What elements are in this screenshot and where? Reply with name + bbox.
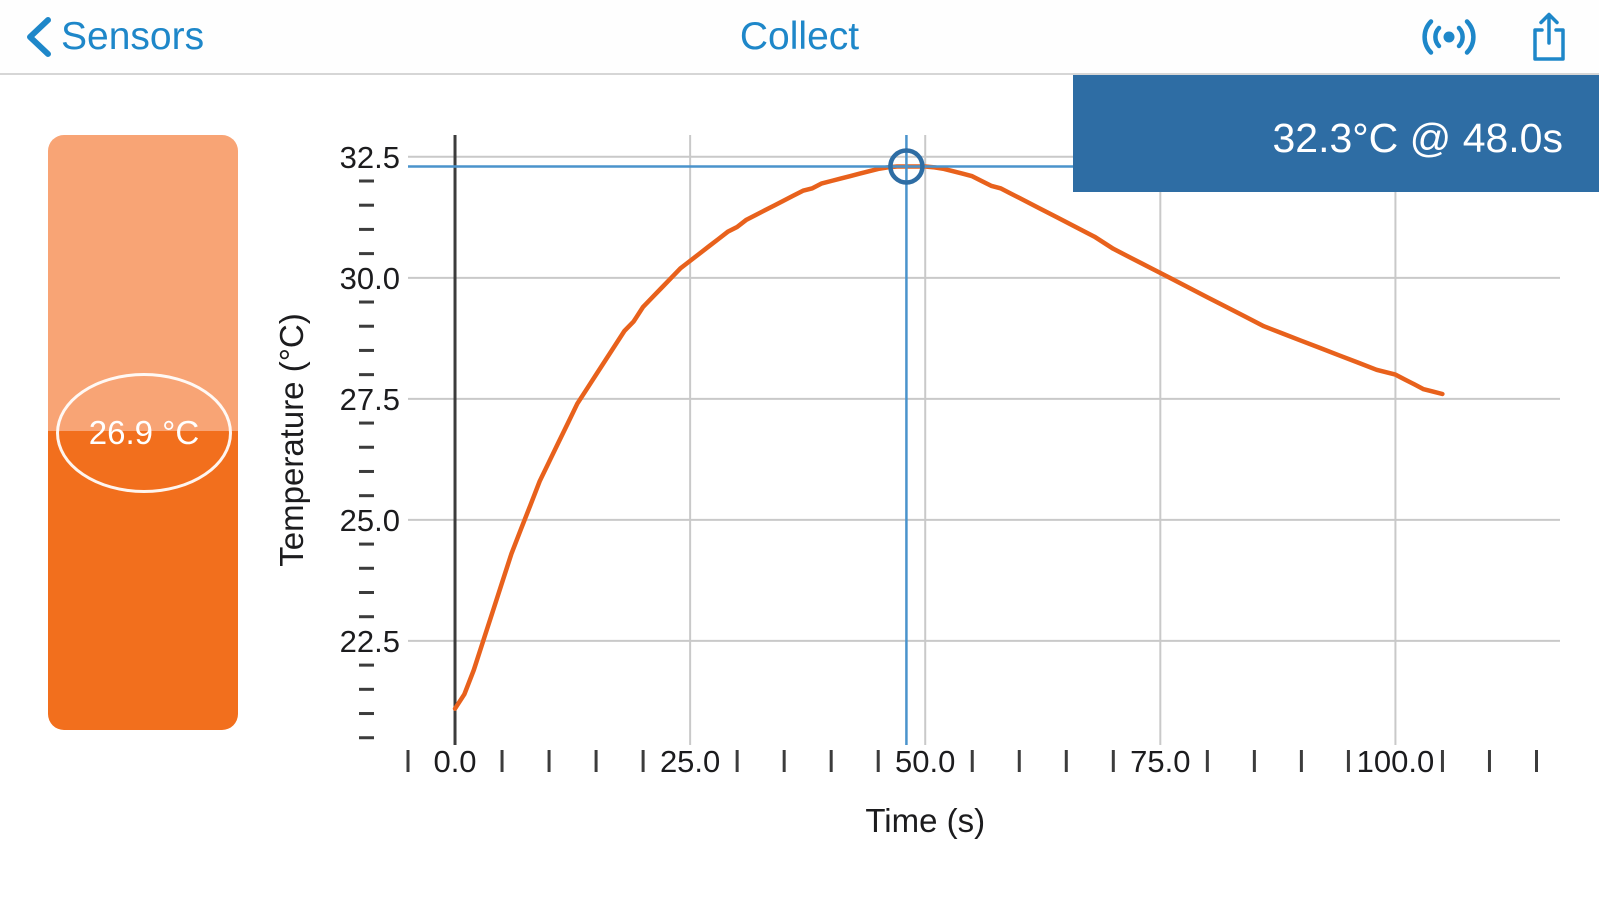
gridlines <box>408 135 1560 745</box>
svg-text:25.0: 25.0 <box>660 744 720 779</box>
cursor-readout: 32.3°C @ 48.0s <box>1073 75 1599 192</box>
page-title: Collect <box>739 14 860 58</box>
back-button[interactable]: Sensors <box>25 0 204 73</box>
svg-text:Time (s): Time (s) <box>865 802 985 839</box>
share-button[interactable] <box>1529 11 1569 63</box>
share-icon <box>1533 12 1565 61</box>
svg-text:30.0: 30.0 <box>340 261 400 296</box>
svg-text:32.5: 32.5 <box>340 140 400 175</box>
svg-text:27.5: 27.5 <box>340 382 400 417</box>
cursor-readout-text: 32.3°C @ 48.0s <box>1272 115 1563 161</box>
nav-actions <box>1419 0 1569 73</box>
temperature-sensor-card[interactable]: 26.9 °C <box>48 135 238 730</box>
series-temperature <box>452 164 1445 711</box>
axis-titles: Time (s) Temperature (°C) <box>273 313 985 839</box>
y-minor-ticks <box>359 179 374 740</box>
back-button-label: Sensors <box>61 14 205 58</box>
wireless-signal-icon[interactable] <box>1419 17 1479 57</box>
svg-text:75.0: 75.0 <box>1130 744 1190 779</box>
svg-text:0.0: 0.0 <box>433 744 476 779</box>
svg-text:Temperature (°C): Temperature (°C) <box>273 313 310 566</box>
svg-text:50.0: 50.0 <box>895 744 955 779</box>
examine-cursor[interactable] <box>408 135 1560 745</box>
chevron-left-icon <box>25 16 52 58</box>
svg-text:22.5: 22.5 <box>340 624 400 659</box>
nav-bar: Sensors Collect <box>0 0 1599 75</box>
sensor-reading: 26.9 °C <box>56 373 232 493</box>
y-tick-labels: 22.5 25.0 27.5 30.0 32.5 <box>340 140 400 659</box>
svg-text:100.0: 100.0 <box>1357 744 1435 779</box>
cursor-marker[interactable] <box>888 148 925 185</box>
x-tick-labels: 0.0 25.0 50.0 75.0 100.0 <box>433 744 1434 779</box>
x-minor-ticks <box>406 750 1538 772</box>
svg-text:25.0: 25.0 <box>340 503 400 538</box>
